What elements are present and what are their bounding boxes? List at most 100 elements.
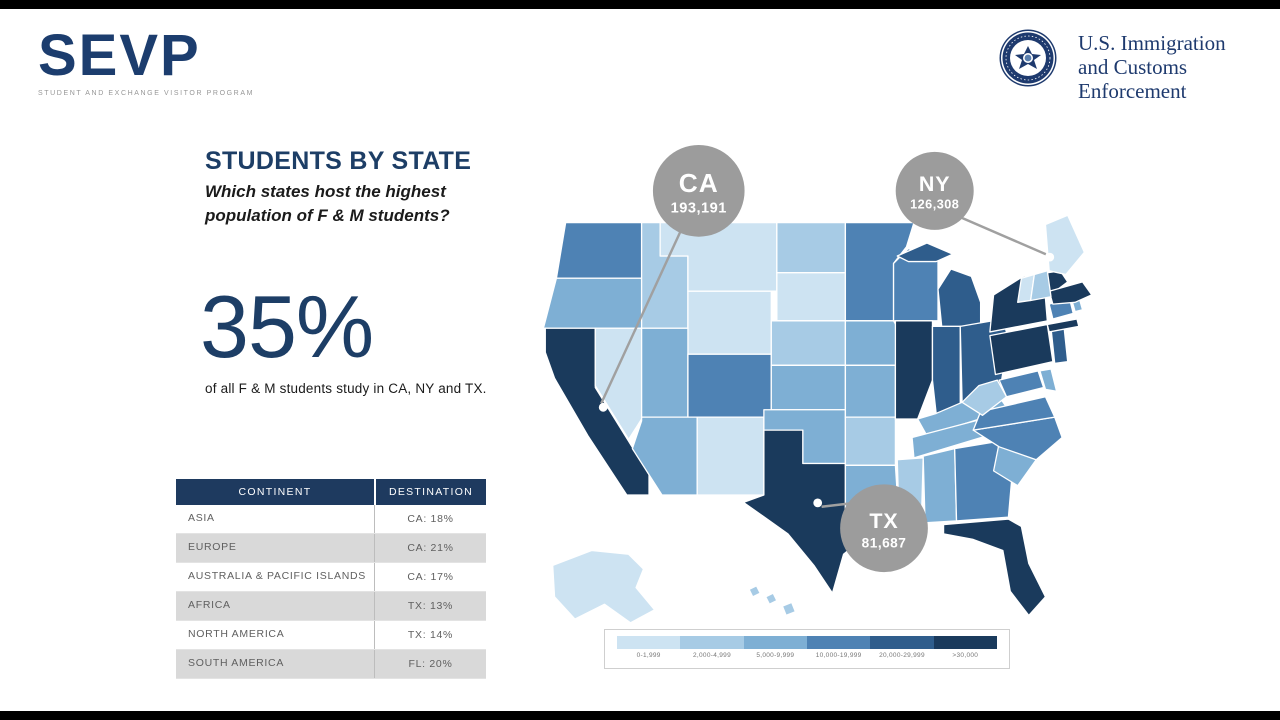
- state-in: [931, 325, 961, 415]
- continent-cell: ASIA: [188, 512, 215, 525]
- state-nh: [1029, 270, 1052, 302]
- callout-bubble-tx: [840, 484, 928, 573]
- legend-swatch: [680, 636, 744, 649]
- destination-cell: FL: 20%: [374, 650, 486, 678]
- state-nd: [776, 221, 847, 274]
- state-me: [1044, 214, 1086, 276]
- callout-state-label: NY: [919, 172, 951, 196]
- state-or: [542, 277, 643, 329]
- destination-cell: TX: 13%: [374, 592, 486, 620]
- callout-dot-ny: [1045, 252, 1055, 262]
- state-ny: [1046, 318, 1080, 333]
- state-sd: [776, 272, 847, 322]
- state-il: [894, 320, 934, 420]
- agency-name: U.S. Immigration and Customs Enforcement: [1078, 31, 1226, 104]
- sevp-logo: SEVP STUDENT AND EXCHANGE VISITOR PROGRA…: [38, 23, 255, 98]
- legend-swatch: [870, 636, 934, 649]
- continent-cell: AFRICA: [188, 599, 231, 612]
- state-ak: [552, 549, 656, 624]
- state-hi: [765, 592, 778, 605]
- legend-swatch: [617, 636, 681, 649]
- letterbox-bottom: [0, 711, 1280, 720]
- destination-cell: TX: 14%: [374, 621, 486, 649]
- letterbox-top: [0, 0, 1280, 9]
- page-title: STUDENTS BY STATE: [205, 147, 472, 175]
- continent-cell: NORTH AMERICA: [188, 628, 285, 641]
- stat-caption: of all F & M students study in CA, NY an…: [205, 381, 487, 396]
- sevp-logo-tagline: STUDENT AND EXCHANGE VISITOR PROGRAM: [38, 90, 255, 97]
- legend-item: 10,000-19,999: [806, 636, 871, 665]
- callout-dot-tx: [813, 498, 823, 508]
- map-legend: 0-1,999 2,000-4,999 5,000-9,999 10,000-19,9…: [604, 629, 1010, 669]
- state-ks: [770, 364, 847, 411]
- continent-cell: AUSTRALIA & PACIFIC ISLANDS: [188, 570, 366, 583]
- state-nm: [696, 416, 765, 496]
- state-fl: [942, 518, 1047, 617]
- destination-cell: CA: 17%: [374, 563, 486, 591]
- callout-bubble-ca: [652, 145, 745, 237]
- state-nj: [1050, 325, 1069, 365]
- table-row: AFRICA TX: 13%: [176, 592, 486, 621]
- callout-state-label: TX: [869, 509, 898, 533]
- legend-item: 2,000-4,999: [680, 636, 744, 665]
- question-text: Which states host the highest population…: [205, 182, 450, 225]
- destination-cell: CA: 18%: [374, 505, 486, 533]
- legend-label: 2,000-4,999: [692, 652, 731, 659]
- state-al: [922, 448, 958, 524]
- legend-label: 5,000-9,999: [756, 652, 795, 659]
- legend-swatch: [933, 636, 997, 649]
- state-ar: [844, 416, 897, 466]
- agency-name-line1: U.S. Immigration: [1078, 31, 1226, 55]
- legend-swatch: [806, 636, 871, 649]
- state-ia: [844, 320, 902, 366]
- table-row: ASIA CA: 18%: [176, 505, 486, 534]
- state-wy: [687, 290, 772, 355]
- legend-label: 0-1,999: [636, 652, 661, 659]
- legend-item: >30,000: [933, 636, 997, 665]
- header-cell-continent: CONTINENT: [176, 479, 374, 505]
- legend-item: 0-1,999: [617, 636, 681, 665]
- table-row: AUSTRALIA & PACIFIC ISLANDS CA: 17%: [176, 563, 486, 592]
- state-mo: [844, 364, 897, 418]
- callout-value-label: 81,687: [862, 536, 907, 551]
- legend-swatch: [743, 636, 807, 649]
- callout-line-ny: [957, 215, 1047, 256]
- legend-label: 10,000-19,999: [815, 652, 862, 659]
- legend-item: 5,000-9,999: [743, 636, 807, 665]
- state-mi: [937, 268, 982, 328]
- state-ne: [770, 320, 847, 366]
- legend-item: 20,000-29,999: [870, 636, 934, 665]
- state-nv: [594, 327, 643, 441]
- continent-cell: SOUTH AMERICA: [188, 657, 285, 670]
- sevp-logo-title: SEVP: [38, 23, 201, 88]
- destination-cell: CA: 21%: [374, 534, 486, 562]
- state-hi: [781, 601, 797, 617]
- state-wa: [555, 221, 643, 279]
- callout-value-label: 193,191: [671, 200, 727, 216]
- continent-cell: EUROPE: [188, 541, 237, 554]
- callout-value-label: 126,308: [910, 197, 959, 211]
- state-co: [687, 353, 772, 418]
- state-mi: [896, 242, 954, 263]
- continent-destination-table: CONTINENT DESTINATION ASIA CA: 18% EUROPE C…: [176, 479, 486, 679]
- state-va: [972, 396, 1056, 431]
- table-header: CONTINENT DESTINATION: [176, 479, 486, 505]
- callout-bubble-ny: [895, 151, 974, 230]
- state-ut: [640, 327, 689, 418]
- stat-value: 35%: [200, 277, 374, 376]
- agency-name-line3: Enforcement: [1078, 78, 1187, 103]
- callout-dot-ca: [598, 402, 608, 412]
- dhs-seal-icon: [999, 29, 1057, 87]
- legend-label: 20,000-29,999: [879, 652, 925, 659]
- slide-content: SEVP STUDENT AND EXCHANGE VISITOR PROGRA…: [0, 9, 1280, 711]
- callout-state-label: CA: [679, 168, 719, 198]
- table-body: ASIA CA: 18% EUROPE CA: 21% AUSTRALIA & PACI…: [176, 505, 486, 679]
- state-hi: [748, 585, 761, 598]
- table-row: SOUTH AMERICA FL: 20%: [176, 650, 486, 679]
- state-wv: [961, 379, 1008, 416]
- state-md: [998, 370, 1045, 398]
- table-row: EUROPE CA: 21%: [176, 534, 486, 563]
